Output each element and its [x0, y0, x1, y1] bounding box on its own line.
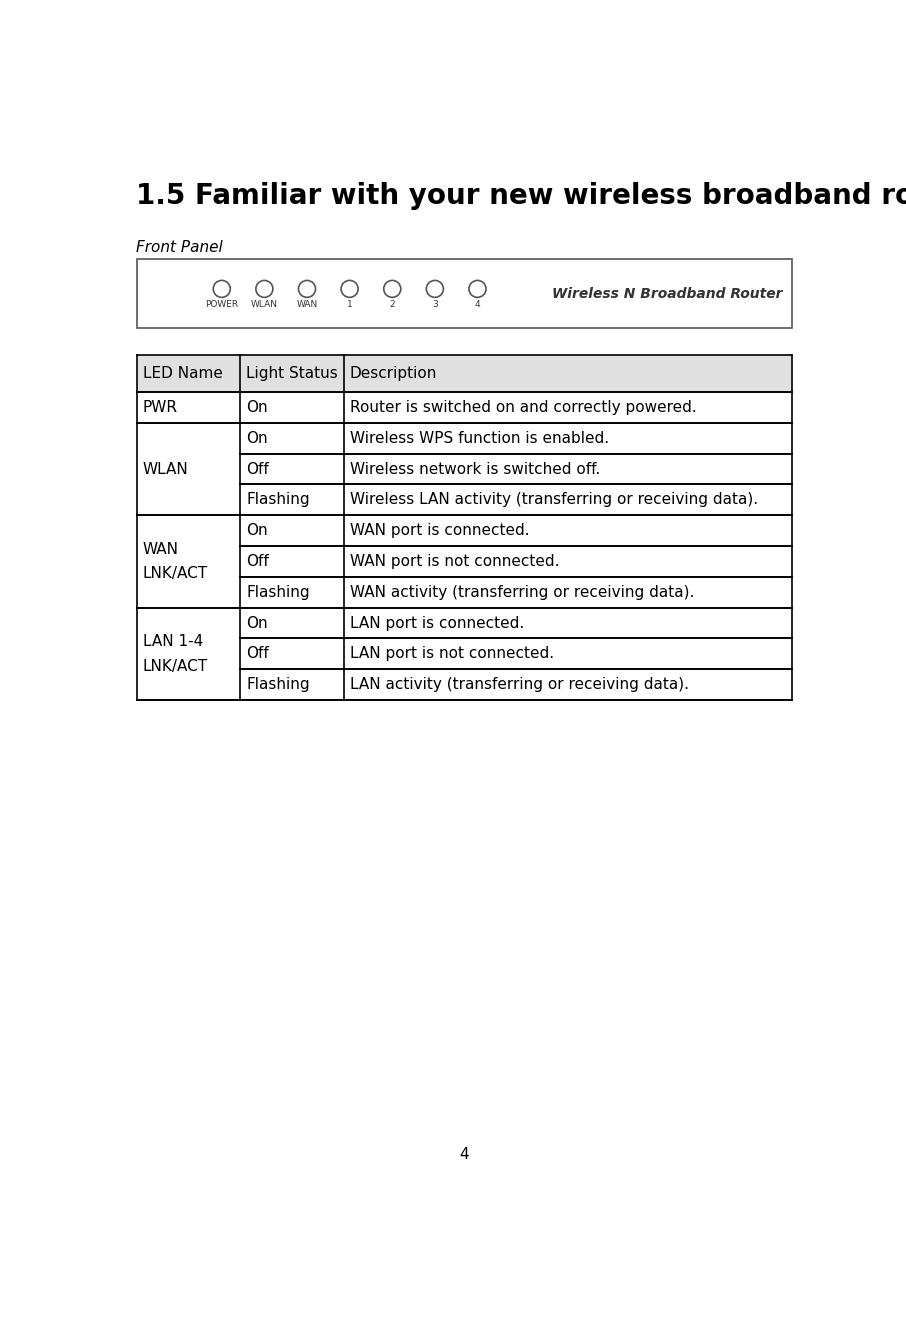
- Bar: [343, 355, 792, 392]
- Text: WAN port is not connected.: WAN port is not connected.: [350, 554, 559, 569]
- Circle shape: [213, 280, 230, 298]
- Text: Light Status: Light Status: [246, 366, 338, 381]
- Circle shape: [384, 280, 400, 298]
- Text: WLAN: WLAN: [143, 462, 188, 476]
- Text: Off: Off: [246, 554, 269, 569]
- Text: Flashing: Flashing: [246, 677, 310, 692]
- Text: On: On: [246, 615, 268, 631]
- Text: 2: 2: [390, 300, 395, 308]
- Text: Off: Off: [246, 462, 269, 476]
- Text: Wireless LAN activity (transferring or receiving data).: Wireless LAN activity (transferring or r…: [350, 492, 758, 507]
- Text: WAN activity (transferring or receiving data).: WAN activity (transferring or receiving …: [350, 585, 694, 599]
- Text: LAN 1-4
LNK/ACT: LAN 1-4 LNK/ACT: [143, 634, 207, 673]
- Bar: [240, 355, 343, 392]
- Text: POWER: POWER: [205, 300, 238, 308]
- Text: On: On: [246, 431, 268, 446]
- Text: Front Panel: Front Panel: [137, 239, 223, 254]
- Bar: [137, 259, 792, 328]
- Text: WAN
LNK/ACT: WAN LNK/ACT: [143, 541, 207, 581]
- Text: LAN port is not connected.: LAN port is not connected.: [350, 647, 554, 662]
- Text: Off: Off: [246, 647, 269, 662]
- Text: Description: Description: [350, 366, 438, 381]
- Text: Flashing: Flashing: [246, 585, 310, 599]
- Text: LAN activity (transferring or receiving data).: LAN activity (transferring or receiving …: [350, 677, 689, 692]
- Circle shape: [255, 280, 273, 298]
- Text: LAN port is connected.: LAN port is connected.: [350, 615, 525, 631]
- Circle shape: [341, 280, 358, 298]
- Text: WLAN: WLAN: [251, 300, 278, 308]
- Bar: [137, 355, 240, 392]
- Text: 1: 1: [347, 300, 352, 308]
- Text: 4: 4: [459, 1147, 469, 1162]
- Text: WAN: WAN: [296, 300, 318, 308]
- Text: Wireless network is switched off.: Wireless network is switched off.: [350, 462, 600, 476]
- Text: Wireless WPS function is enabled.: Wireless WPS function is enabled.: [350, 431, 609, 446]
- Text: WAN port is connected.: WAN port is connected.: [350, 523, 529, 538]
- Circle shape: [469, 280, 486, 298]
- Text: On: On: [246, 523, 268, 538]
- Circle shape: [427, 280, 443, 298]
- Text: 3: 3: [432, 300, 438, 308]
- Text: LED Name: LED Name: [143, 366, 223, 381]
- Text: Wireless N Broadband Router: Wireless N Broadband Router: [553, 287, 783, 300]
- Text: 1.5 Familiar with your new wireless broadband router: 1.5 Familiar with your new wireless broa…: [137, 181, 906, 210]
- Circle shape: [298, 280, 315, 298]
- Text: On: On: [246, 400, 268, 415]
- Text: Router is switched on and correctly powered.: Router is switched on and correctly powe…: [350, 400, 697, 415]
- Text: 4: 4: [475, 300, 480, 308]
- Text: Flashing: Flashing: [246, 492, 310, 507]
- Text: PWR: PWR: [143, 400, 178, 415]
